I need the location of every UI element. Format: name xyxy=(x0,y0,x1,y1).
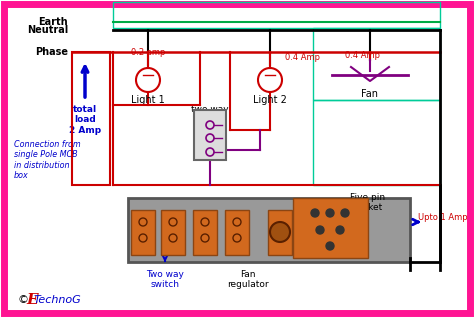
Bar xyxy=(193,210,217,255)
Text: Fan: Fan xyxy=(362,89,379,99)
Bar xyxy=(313,28,440,100)
Circle shape xyxy=(341,209,349,217)
Text: 0.2 amp: 0.2 amp xyxy=(131,48,165,57)
Text: Two way
switch: Two way switch xyxy=(146,270,184,289)
Text: Fan
regulator: Fan regulator xyxy=(227,270,269,289)
Text: Neutral: Neutral xyxy=(27,25,68,35)
Bar xyxy=(131,210,155,255)
Text: Five pin
socket: Five pin socket xyxy=(350,193,385,212)
Text: Earth: Earth xyxy=(38,17,68,27)
Bar xyxy=(293,198,368,258)
Circle shape xyxy=(311,209,319,217)
Text: Connection from
single Pole MCB
in distribution
box: Connection from single Pole MCB in distr… xyxy=(14,140,81,180)
Circle shape xyxy=(326,209,334,217)
Text: TechnoG: TechnoG xyxy=(34,295,82,305)
Text: ©: © xyxy=(18,295,29,305)
Bar xyxy=(313,100,440,185)
Circle shape xyxy=(316,226,324,234)
Bar xyxy=(113,2,440,28)
Text: Light 1: Light 1 xyxy=(131,95,165,105)
Circle shape xyxy=(336,226,344,234)
Text: 0.4 Amp: 0.4 Amp xyxy=(345,51,380,60)
Circle shape xyxy=(326,242,334,250)
Circle shape xyxy=(270,222,290,242)
Bar xyxy=(225,210,249,255)
Text: Light 2: Light 2 xyxy=(253,95,287,105)
Text: Upto 1 Amp: Upto 1 Amp xyxy=(418,213,468,222)
Bar xyxy=(161,210,185,255)
Text: total
load
2 Amp: total load 2 Amp xyxy=(69,105,101,135)
Text: Phase: Phase xyxy=(35,47,68,57)
Bar xyxy=(72,52,110,185)
Bar xyxy=(128,198,410,262)
Text: two way
switch: two way switch xyxy=(191,105,229,124)
Text: E: E xyxy=(26,293,37,307)
Bar xyxy=(194,110,226,160)
Text: 0.4 Amp: 0.4 Amp xyxy=(285,53,320,62)
Bar xyxy=(268,210,292,255)
